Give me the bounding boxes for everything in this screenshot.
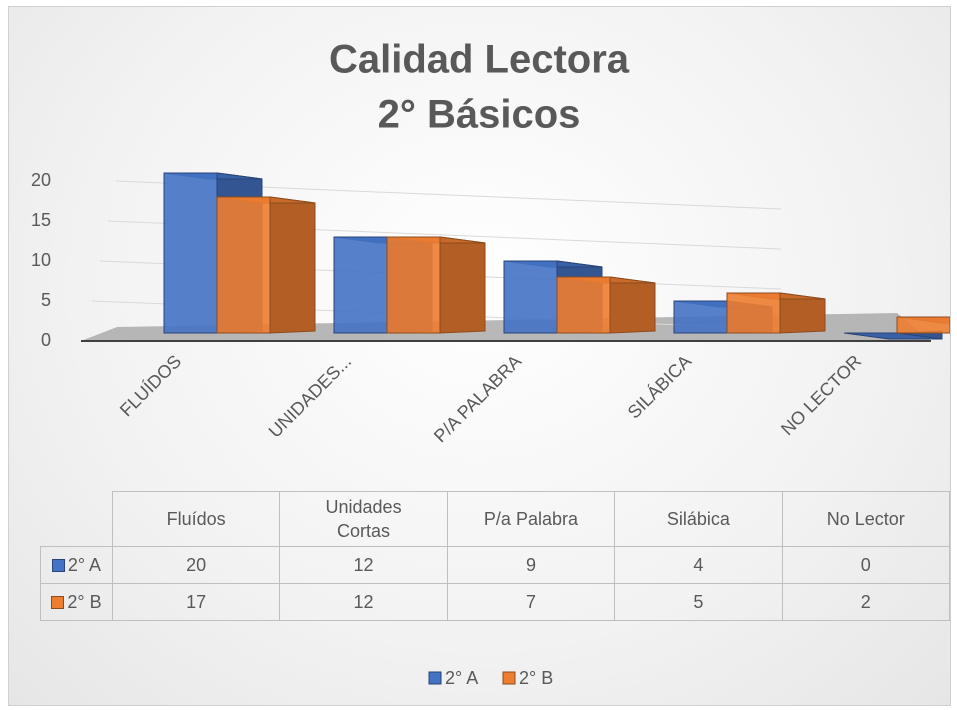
legend-swatch [428,671,442,685]
table-header-text: No Lector [826,509,905,529]
chart: Calidad Lectora 2° Básicos 0 5 10 15 20 FLUÍD… [8,6,951,706]
table-header-text: P/a Palabra [483,509,578,529]
table-value: 9 [446,546,616,584]
legend-label: 2° A [445,668,478,688]
legend-key [51,595,65,609]
bar-side [609,276,656,334]
x-tick-label: SILÁBICA [624,351,695,422]
bar [386,236,441,334]
table-value: 17 [111,583,281,621]
y-tick-label: 15 [31,210,51,230]
table-value: 12 [279,583,448,621]
data-table: Fluídos Unidades Cortas P/a Palabra Silábic… [40,491,951,621]
x-tick-label: P/A PALABRA [430,351,525,446]
table-header-row: Fluídos Unidades Cortas P/a Palabra Silábic… [40,491,951,547]
table-header-text: Unidades Cortas [325,497,402,541]
series-name: 2° B [67,591,102,612]
y-tick-label: 0 [41,330,51,350]
table-header-cell: Unidades Cortas [279,491,448,547]
table-value: 7 [446,583,616,621]
bar [163,172,218,334]
bar [673,300,728,334]
table-header-text: Fluídos [166,509,226,529]
legend-swatch [502,671,516,685]
table-header-cell: Fluídos [111,491,281,547]
bar [503,260,558,334]
bar-side [439,236,486,334]
y-tick-label: 5 [41,290,51,310]
table-value: 12 [279,546,448,584]
table-row: 2° A 20 12 9 4 0 [40,546,951,584]
table-corner [40,491,113,547]
table-value: 4 [614,546,783,584]
table-value: 2 [781,583,951,621]
table-series-cell: 2° A [40,546,113,584]
table-row: 2° B 17 12 7 5 2 [40,583,951,621]
bar [556,276,611,334]
table-header-cell: Silábica [614,491,783,547]
table-header-cell: No Lector [781,491,951,547]
bar [216,196,271,334]
table-header-cell: P/a Palabra [446,491,616,547]
legend-label: 2° B [519,668,553,688]
y-tick-label: 10 [31,250,51,270]
bar [333,236,388,334]
legend-key [51,558,65,572]
table-value: 20 [111,546,281,584]
bar [726,292,781,334]
x-tick-label: FLUÍDOS [116,351,185,420]
table-header-text: Silábica [666,509,730,529]
bar-top [843,332,943,340]
chart-title: 2° Básicos [378,93,581,137]
bar-side [269,196,316,334]
table-series-cell: 2° B [40,583,113,621]
bar [896,316,950,334]
y-tick-label: 20 [31,170,51,190]
chart-svg: Calidad Lectora 2° Básicos 05101520FLUÍD… [31,38,950,688]
x-tick-label: NO LECTOR [777,351,865,439]
chart-title: Calidad Lectora [329,38,630,82]
series-name: 2° A [67,554,102,575]
table-value: 0 [781,546,951,584]
table-value: 5 [614,583,783,621]
x-tick-label: UNIDADES... [265,351,356,442]
